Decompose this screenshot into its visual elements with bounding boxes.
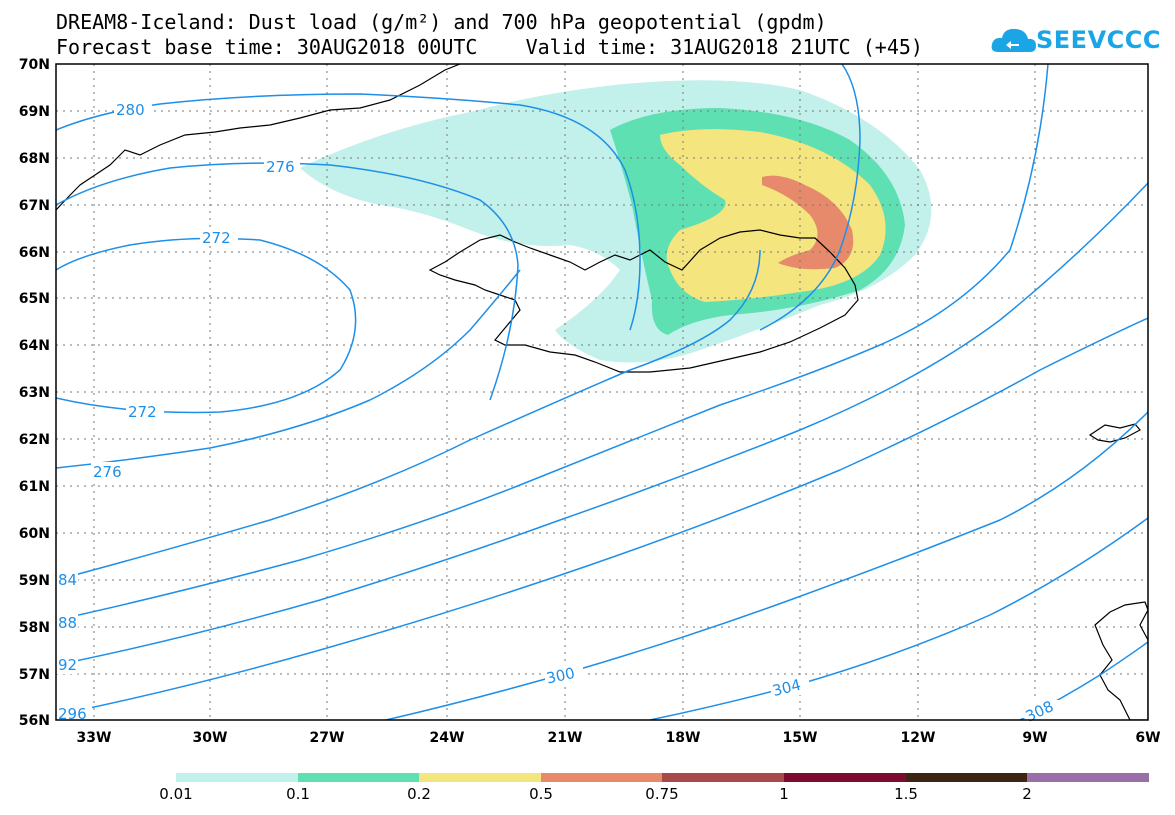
contour-label: 272 <box>202 229 231 247</box>
colorbar-segment <box>297 773 420 782</box>
lon-label: 12W <box>901 730 936 746</box>
contour-280 <box>56 93 641 331</box>
contour-276-north <box>56 162 519 401</box>
contour-label: 280 <box>116 101 145 119</box>
contour-label: 296 <box>58 705 87 723</box>
lat-label: 67N <box>19 198 50 214</box>
lat-label: 60N <box>19 526 50 542</box>
contour-label: 88 <box>58 614 77 632</box>
colorbar-label: 0.2 <box>407 785 431 803</box>
lat-label: 59N <box>19 573 50 589</box>
lon-label: 27W <box>310 730 345 746</box>
lat-label: 63N <box>19 385 50 401</box>
lon-label: 30W <box>193 730 228 746</box>
scotland-coast <box>1094 601 1148 720</box>
contour-north-ridge <box>759 64 861 331</box>
contour-label: 92 <box>58 656 77 674</box>
colorbar-segment <box>783 773 906 782</box>
geopotential-contours <box>56 64 1148 720</box>
contour-304 <box>649 517 1148 720</box>
contour-272 <box>56 237 357 414</box>
lat-label: 62N <box>19 432 50 448</box>
faroe-islands-coast <box>1088 423 1141 443</box>
lat-label: 70N <box>19 57 50 73</box>
lat-label: 57N <box>19 667 50 683</box>
lon-label: 24W <box>430 730 465 746</box>
lat-label: 61N <box>19 479 50 495</box>
lat-label: 64N <box>19 338 50 354</box>
colorbar-label: 0.75 <box>645 785 679 803</box>
iceland-coast <box>428 229 859 373</box>
colorbar-label: 2 <box>1022 785 1032 803</box>
grid-lines <box>56 64 1148 720</box>
lon-label: 15W <box>783 730 818 746</box>
cloud-logo-icon <box>991 28 1036 52</box>
dust-load-field <box>300 80 932 363</box>
colorbar-segment <box>419 773 541 782</box>
contour-label: 272 <box>128 403 157 421</box>
colorbar-label: 0.01 <box>159 785 193 803</box>
colorbar-segment <box>905 773 1028 782</box>
lat-label: 58N <box>19 620 50 636</box>
colorbar <box>176 773 1149 782</box>
lon-label: 33W <box>77 730 112 746</box>
lat-label: 69N <box>19 104 50 120</box>
contour-296 <box>56 317 1148 716</box>
contour-label: 300 <box>545 664 577 688</box>
colorbar-segment <box>540 773 663 782</box>
longitude-axis: 33W 30W 27W 24W 21W 18W 15W 12W 9W 6W <box>77 730 1161 746</box>
contour-label: 84 <box>58 571 77 589</box>
lat-label: 66N <box>19 245 50 261</box>
colorbar-segment <box>176 773 298 782</box>
lon-label: 21W <box>548 730 583 746</box>
map-title: DREAM8-Iceland: Dust load (g/m²) and 700… <box>56 10 827 34</box>
contour-labels: 280 276 272 272 276 84 88 92 296 300 304… <box>56 100 1060 726</box>
colorbar-label: 0.5 <box>529 785 553 803</box>
colorbar-segment <box>1027 773 1149 782</box>
lon-label: 6W <box>1135 730 1160 746</box>
lon-label: 9W <box>1022 730 1047 746</box>
forecast-times: Forecast base time: 30AUG2018 00UTC Vali… <box>56 35 923 59</box>
contour-284 <box>56 249 761 581</box>
logo-text: SEEVCCC <box>1036 26 1161 54</box>
lat-label: 56N <box>19 713 50 729</box>
dust-band-0.5 <box>762 175 854 270</box>
contour-288 <box>56 64 1049 621</box>
lat-label: 65N <box>19 291 50 307</box>
colorbar-label: 1.5 <box>894 785 918 803</box>
lon-label: 18W <box>666 730 701 746</box>
colorbar-segment <box>662 773 784 782</box>
contour-label: 276 <box>93 463 122 481</box>
lat-label: 68N <box>19 151 50 167</box>
contour-label: 276 <box>266 158 295 176</box>
contour-276-south <box>56 269 521 469</box>
map-frame <box>55 63 1149 721</box>
latitude-axis: 70N 69N 68N 67N 66N 65N 64N 63N 62N 61N … <box>19 57 50 729</box>
contour-300 <box>385 411 1148 720</box>
colorbar-label: 1 <box>779 785 789 803</box>
contour-292 <box>56 182 1148 666</box>
colorbar-label: 0.1 <box>286 785 310 803</box>
